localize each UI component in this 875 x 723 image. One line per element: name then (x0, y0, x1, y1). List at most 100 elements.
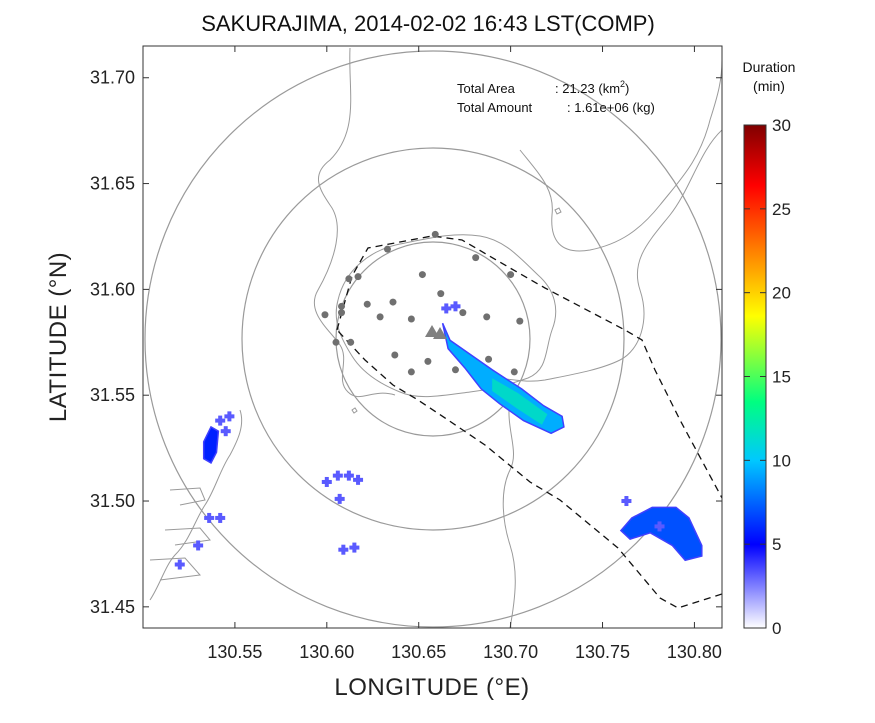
station-dot (347, 338, 355, 346)
coastline-northeast (519, 59, 722, 252)
y-axis: 31.45 31.50 31.55 31.60 31.65 31.70 (90, 68, 722, 617)
vent-triangle-2 (433, 327, 447, 339)
x-axis: 130.55 130.60 130.65 130.70 130.75 130.80 (207, 46, 722, 662)
station-dot (407, 368, 415, 376)
total-area-value: : 21.23 (km2) (555, 79, 629, 96)
colorbar-title-line2: (min) (753, 78, 785, 94)
x-tick-label: 130.60 (299, 642, 354, 662)
coastline-harbor (149, 487, 211, 581)
speckle-v (444, 303, 449, 314)
fallout-core-plume-sakurajima-east (492, 378, 548, 425)
colorbar-title-line1: Duration (743, 59, 796, 75)
station-dot (483, 313, 491, 321)
station-dot (424, 357, 432, 365)
vent-marker (425, 325, 447, 339)
x-tick-label: 130.75 (575, 642, 630, 662)
y-tick-label: 31.55 (90, 385, 135, 405)
speckle-v (341, 544, 346, 555)
speckle-v (207, 512, 212, 523)
speckle-layer (174, 301, 665, 570)
station-dot (407, 315, 415, 323)
station-dot (376, 313, 384, 321)
speckle-v (335, 470, 340, 481)
y-axis-title: LATITUDE (°N) (45, 252, 72, 422)
speckle-v (352, 542, 357, 553)
station-dot (332, 338, 340, 346)
station-dot (451, 366, 459, 374)
speckle-v (337, 493, 342, 504)
colorbar-ticks: 0 5 10 15 20 25 30 (744, 116, 791, 638)
y-tick-label: 31.50 (90, 491, 135, 511)
x-tick-label: 130.55 (207, 642, 262, 662)
range-ring-10km (241, 147, 625, 531)
fallout-patch-west-coast (202, 425, 220, 464)
y-tick-label: 31.65 (90, 174, 135, 194)
station-layer (321, 230, 524, 376)
colorbar-tick-label: 10 (772, 451, 791, 470)
speckle-v (453, 301, 458, 312)
total-area-label: Total Area (457, 81, 516, 96)
speckle-v (177, 559, 182, 570)
station-dot (418, 271, 426, 279)
station-dot (338, 309, 346, 317)
coastline (149, 47, 722, 628)
station-dot (338, 302, 346, 310)
x-tick-label: 130.65 (391, 642, 446, 662)
station-dot (459, 309, 467, 317)
forecast-envelope-dashed (336, 235, 722, 609)
total-amount-label: Total Amount (457, 100, 533, 115)
colorbar-tick-label: 5 (772, 535, 781, 554)
fallout-patch-east-southeast (619, 506, 703, 562)
station-dot (383, 245, 391, 253)
station-dot (431, 230, 439, 238)
station-dot (354, 273, 362, 281)
info-box: Total Area : 21.23 (km2) Total Amount : … (457, 79, 655, 115)
range-ring-15km (144, 50, 722, 628)
chart-title: SAKURAJIMA, 2014-02-02 16:43 LST(COMP) (201, 11, 655, 36)
vent-triangle-1 (425, 325, 439, 337)
speckle-v (196, 540, 201, 551)
fallout-layer (202, 322, 703, 562)
speckle-v (624, 496, 629, 507)
coastline-islet (351, 207, 562, 414)
station-dot (516, 317, 524, 325)
x-axis-title: LONGITUDE (°E) (334, 674, 529, 701)
speckle-v (218, 415, 223, 426)
total-area-sup: 2 (620, 79, 625, 89)
plot-area (144, 47, 722, 628)
x-tick-label: 130.80 (667, 642, 722, 662)
coastline-southwest-peninsula (502, 397, 516, 628)
colorbar-tick-label: 0 (772, 619, 781, 638)
station-dot (472, 254, 480, 262)
colorbar-tick-label: 20 (772, 284, 791, 303)
colorbar: Duration (min) 0 5 10 15 20 25 30 (743, 59, 796, 638)
y-tick-label: 31.45 (90, 597, 135, 617)
speckle-v (356, 474, 361, 485)
coastline-west-city (149, 409, 243, 601)
coastline-east (494, 129, 722, 382)
coastline-sakurajima (335, 234, 557, 398)
plot-frame (142, 45, 723, 629)
total-amount-value: : 1.61e+06 (kg) (567, 100, 655, 115)
station-dot (321, 311, 329, 319)
station-dot (389, 298, 397, 306)
station-dot (507, 271, 515, 279)
speckle-v (227, 411, 232, 422)
total-area-number: : 21.23 (km (555, 81, 620, 96)
coastline-north-shore (313, 47, 396, 398)
speckle-v (324, 476, 329, 487)
colorbar-tick-label: 30 (772, 116, 791, 135)
total-area-close: ) (625, 81, 629, 96)
colorbar-tick-label: 25 (772, 200, 791, 219)
y-tick-label: 31.60 (90, 279, 135, 299)
speckle-v (346, 470, 351, 481)
speckle-v (218, 512, 223, 523)
speckle-v (223, 426, 228, 437)
speckle-v (657, 521, 662, 532)
station-dot (437, 290, 445, 298)
colorbar-tick-label: 15 (772, 368, 791, 387)
x-tick-label: 130.70 (483, 642, 538, 662)
station-dot (363, 300, 371, 308)
station-dot (510, 368, 518, 376)
